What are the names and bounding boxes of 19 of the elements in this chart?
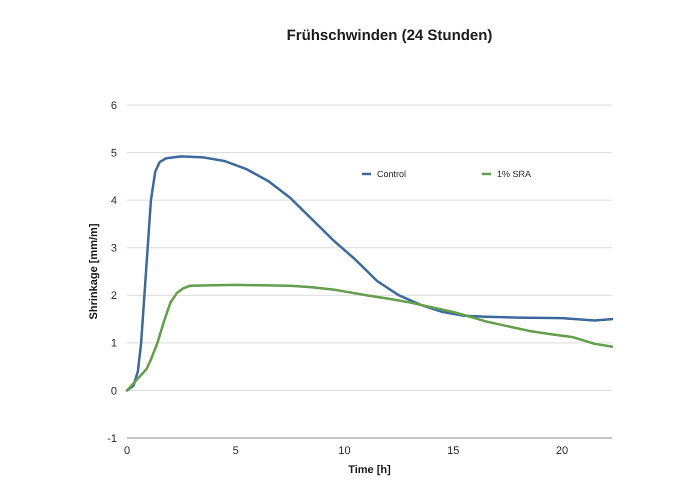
y-tick-label: 1 — [110, 338, 117, 350]
y-tick-label: -1 — [107, 432, 117, 445]
y-tick-label: 5 — [110, 147, 117, 160]
y-tick-label: 4 — [110, 194, 117, 207]
y-axis-title: Shrinkage [mm/m] — [88, 223, 100, 320]
y-tick-label: 3 — [110, 242, 117, 255]
x-tick-label: 0 — [124, 445, 130, 457]
legend-label: Control — [377, 169, 406, 180]
x-tick-label: 5 — [232, 445, 239, 457]
x-tick-label: 20 — [556, 445, 568, 457]
y-tick-label: 6 — [110, 100, 117, 112]
line-series — [126, 284, 614, 392]
y-tick-label: 2 — [110, 290, 117, 302]
chart-title: Frühschwinden (24 Stunden) — [286, 27, 492, 44]
legend-label: 1% SRA — [497, 169, 532, 180]
x-tick-label: 10 — [338, 445, 351, 457]
x-tick-label: 15 — [447, 445, 460, 457]
y-tick-label: 0 — [110, 385, 117, 398]
x-axis-title: Time [h] — [348, 464, 392, 476]
